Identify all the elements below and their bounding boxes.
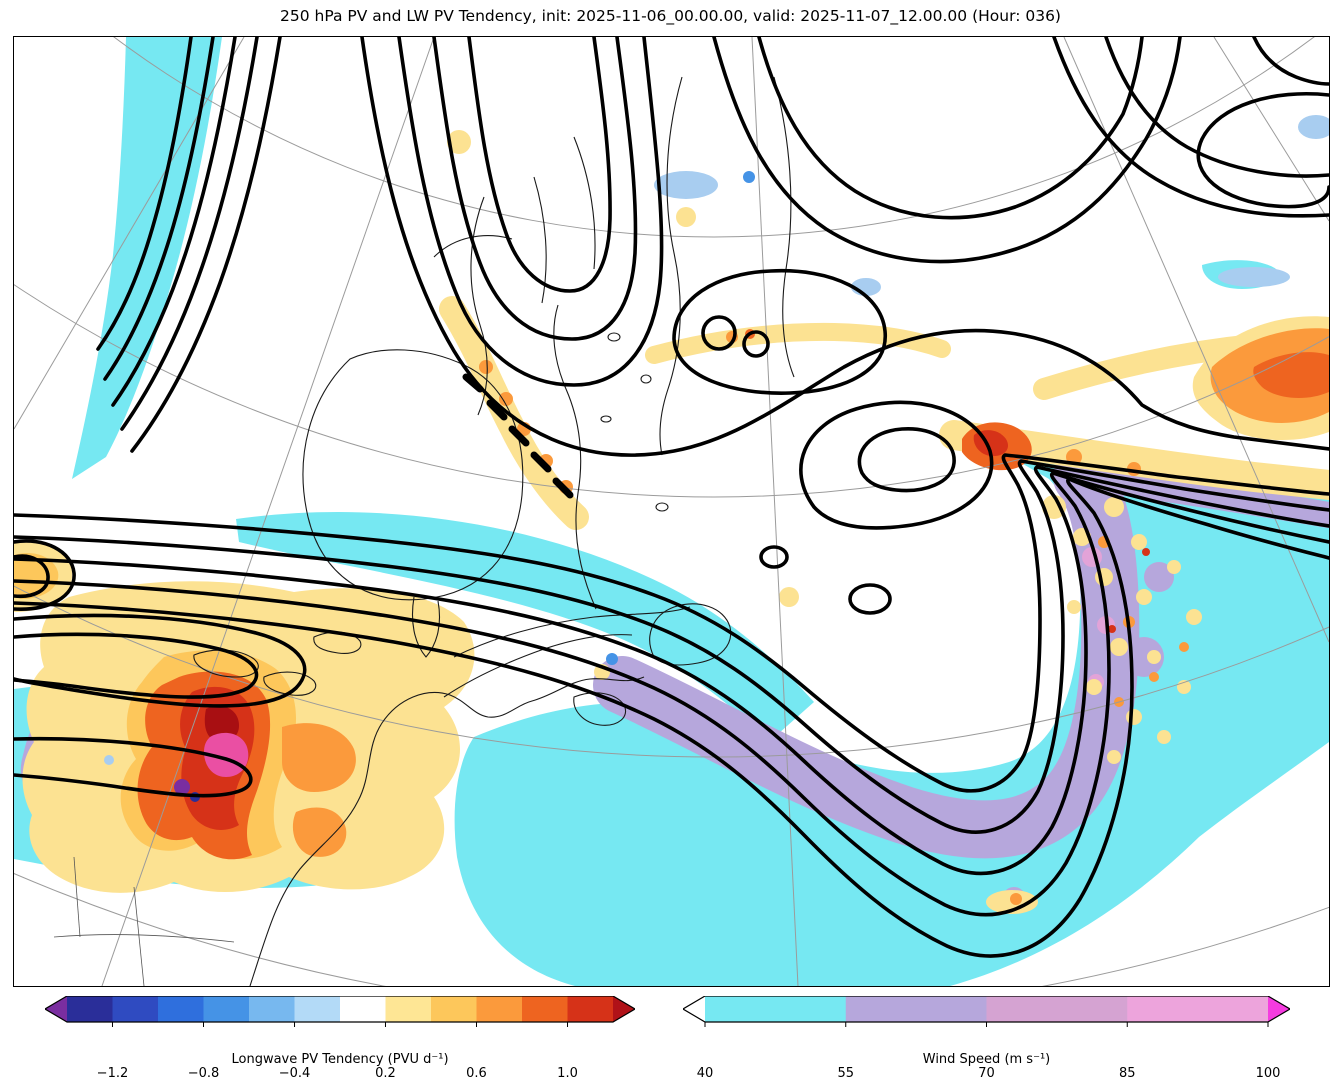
wind-colorbar-tick: 40	[696, 1066, 714, 1081]
map-canvas	[13, 36, 1330, 987]
pv-colorbar-tick: 0.2	[375, 1066, 396, 1081]
pv-colorbar-tick: −0.4	[278, 1066, 311, 1081]
wind-speed-colorbar-label: Wind Speed (m s⁻¹)	[922, 1052, 1051, 1067]
wind-colorbar-tick: 100	[1255, 1066, 1281, 1081]
pv-tendency-colorbar-bar	[43, 995, 637, 1032]
wind-colorbar-tick: 70	[978, 1066, 995, 1081]
wind-colorbar-tick: 85	[1118, 1066, 1136, 1081]
pv-tendency-colorbar-label: Longwave PV Tendency (PVU d⁻¹)	[231, 1052, 449, 1067]
wind-speed-colorbar: 40 55 70 85 100 Wind Speed (m s⁻¹)	[681, 995, 1292, 1081]
pv-colorbar-tick: −1.2	[96, 1066, 129, 1081]
pv-colorbar-tick: 1.0	[557, 1066, 578, 1081]
map-svg	[14, 37, 1329, 986]
pv-contours	[14, 37, 1329, 958]
pv-colorbar-svg	[43, 995, 637, 1027]
wind-colorbar-svg	[681, 995, 1292, 1027]
figure-title: 250 hPa PV and LW PV Tendency, init: 202…	[280, 7, 1061, 25]
pv-colorbar-tick: −0.8	[187, 1066, 220, 1081]
wind-colorbar-tick: 55	[837, 1066, 855, 1081]
wind-speed-colorbar-bar	[681, 995, 1292, 1032]
pv-tendency-colorbar: −1.2 −0.8 −0.4 0.2 0.6 1.0 Longwave PV Tenden…	[43, 995, 637, 1081]
pv-colorbar-tick: 0.6	[466, 1066, 487, 1081]
